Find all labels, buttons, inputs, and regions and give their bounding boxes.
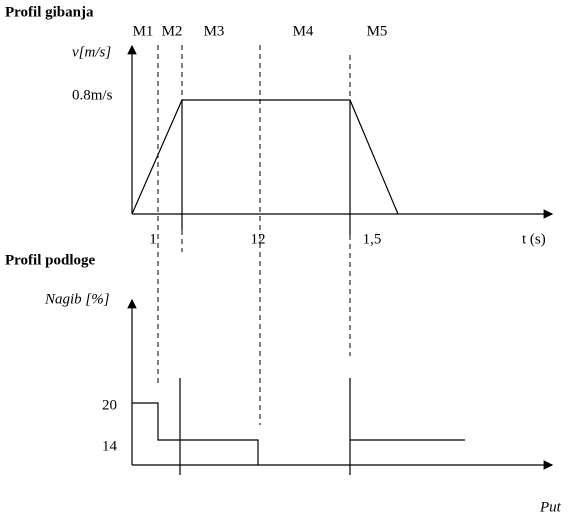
x-tick: 12: [251, 231, 266, 247]
bottom-title: Profil podloge: [5, 252, 95, 268]
y-label: Nagib [%]: [44, 291, 110, 307]
x-tick: 1,5: [363, 231, 382, 247]
phase-label: M2: [162, 23, 183, 39]
phase-label: M4: [293, 23, 314, 39]
x-label: t (s): [522, 231, 546, 247]
x-label: Put: [539, 499, 562, 515]
y-label: v[m/s]: [72, 44, 111, 60]
phase-label: M3: [204, 23, 225, 39]
y-tick: 0.8m/s: [72, 87, 113, 103]
y-tick: 14: [102, 438, 118, 454]
slope-profile: [132, 402, 259, 465]
x-tick: 1: [149, 231, 157, 247]
phase-label: M1: [133, 23, 154, 39]
y-tick: 20: [102, 397, 117, 413]
velocity-profile: [131, 99, 399, 215]
top-title: Profil gibanja: [5, 4, 94, 20]
phase-label: M5: [367, 23, 388, 39]
